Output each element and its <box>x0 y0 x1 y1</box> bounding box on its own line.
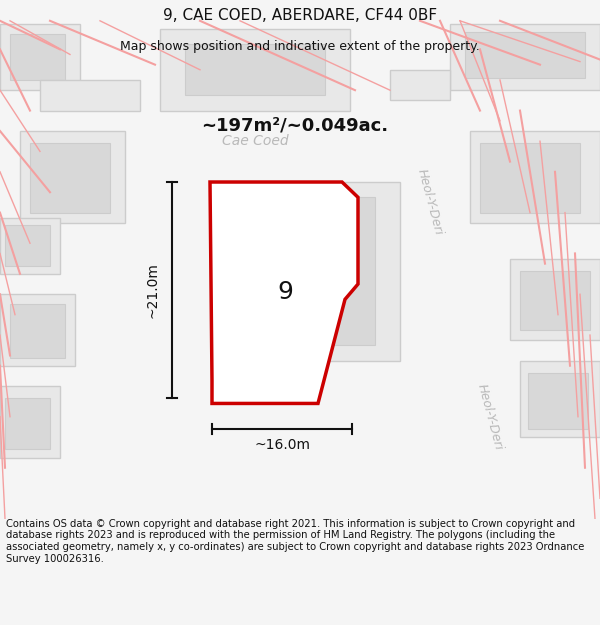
Bar <box>185 44 325 95</box>
Bar <box>5 398 50 449</box>
Bar <box>0 24 80 90</box>
Bar <box>0 217 60 274</box>
Bar <box>450 24 600 90</box>
Bar <box>528 373 588 429</box>
Bar <box>390 70 450 101</box>
Text: Heol-Y-Deri: Heol-Y-Deri <box>475 382 505 451</box>
Text: ~21.0m: ~21.0m <box>146 262 160 318</box>
Bar <box>510 259 600 340</box>
Text: ~197m²/~0.049ac.: ~197m²/~0.049ac. <box>202 117 389 135</box>
Text: Heol-Y-Deri: Heol-Y-Deri <box>415 168 445 237</box>
Bar <box>520 271 590 330</box>
Text: Cae Coed: Cae Coed <box>221 134 289 148</box>
Bar <box>30 143 110 212</box>
Text: 9: 9 <box>277 280 293 304</box>
Bar <box>10 304 65 358</box>
Bar <box>0 386 60 458</box>
Bar <box>235 198 375 345</box>
Bar <box>520 361 600 437</box>
Text: 9, CAE COED, ABERDARE, CF44 0BF: 9, CAE COED, ABERDARE, CF44 0BF <box>163 8 437 23</box>
Bar <box>0 294 75 366</box>
Bar <box>10 34 65 80</box>
Bar <box>215 182 400 361</box>
Text: Map shows position and indicative extent of the property.: Map shows position and indicative extent… <box>120 41 480 53</box>
Bar <box>160 29 350 111</box>
Bar <box>40 80 140 111</box>
Text: ~16.0m: ~16.0m <box>254 438 310 452</box>
Polygon shape <box>210 182 358 404</box>
Bar <box>20 131 125 223</box>
Bar <box>5 225 50 266</box>
Text: Contains OS data © Crown copyright and database right 2021. This information is : Contains OS data © Crown copyright and d… <box>6 519 584 564</box>
Bar <box>480 143 580 212</box>
Bar <box>470 131 600 223</box>
Bar <box>465 32 585 78</box>
